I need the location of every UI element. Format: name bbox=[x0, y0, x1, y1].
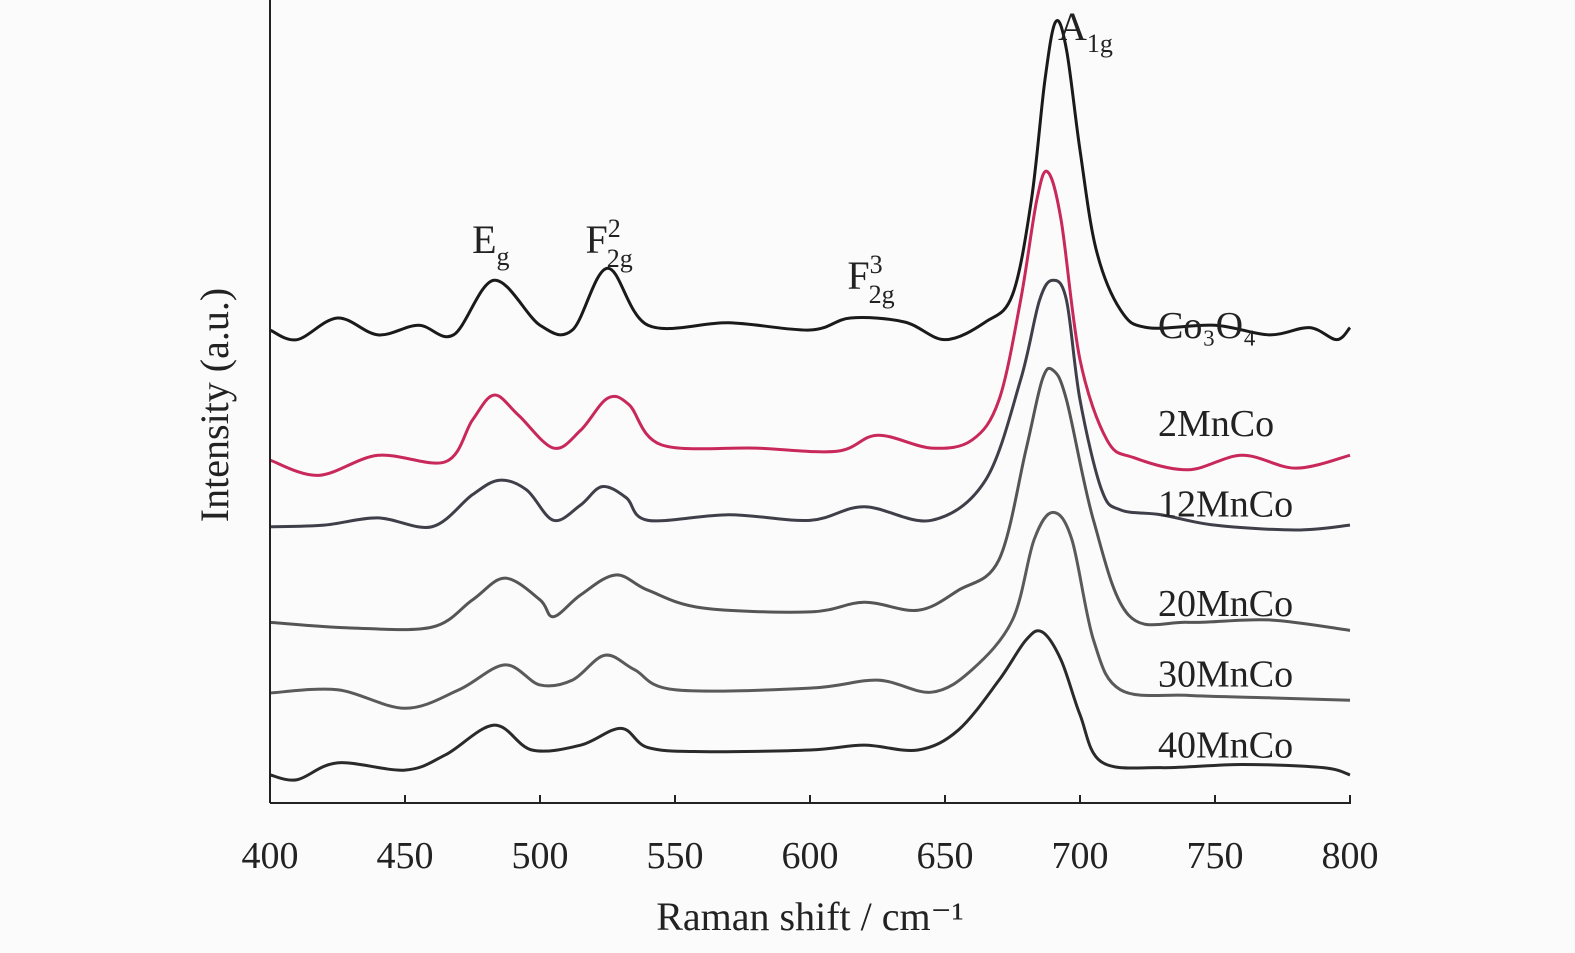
annotation-base: F bbox=[847, 253, 869, 298]
annotation-base: E bbox=[472, 217, 496, 262]
x-tick-label: 500 bbox=[512, 835, 569, 877]
series-label: 2MnCo bbox=[1158, 403, 1274, 445]
y-axis-title: Intensity (a.u.) bbox=[192, 288, 237, 522]
annotation-subscript: 1g bbox=[1087, 29, 1113, 58]
series-label: 40MnCo bbox=[1158, 724, 1293, 766]
x-tick-label: 650 bbox=[917, 835, 974, 877]
series-lines bbox=[269, 19, 1352, 782]
annotation-subscript: 2g bbox=[869, 280, 895, 309]
x-ticks: 400 450 500 550 600 650 700 750 800 bbox=[242, 795, 1379, 877]
annotation-subscript: 2g bbox=[607, 244, 633, 273]
peak-annotation: A1g bbox=[1058, 4, 1113, 58]
x-axis-title: Raman shift / cm⁻¹ bbox=[656, 894, 964, 939]
series-label: 30MnCo bbox=[1158, 654, 1293, 696]
series-line-5 bbox=[269, 629, 1351, 782]
x-tick-label: 750 bbox=[1187, 835, 1244, 877]
x-tick-label: 600 bbox=[782, 835, 839, 877]
annotation-superscript: 3 bbox=[870, 250, 883, 279]
series-label: Co₃O₄ bbox=[1158, 305, 1256, 347]
x-tick-label: 400 bbox=[242, 835, 299, 877]
series-line-1 bbox=[269, 169, 1351, 477]
series-line-2 bbox=[269, 278, 1351, 532]
annotation-base: F bbox=[586, 217, 608, 262]
series-line-4 bbox=[269, 510, 1351, 710]
peak-annotation: F3 2g bbox=[847, 250, 894, 309]
x-tick-label: 550 bbox=[647, 835, 704, 877]
x-tick-label: 450 bbox=[377, 835, 434, 877]
annotation-base: A bbox=[1058, 4, 1087, 49]
x-tick-label: 800 bbox=[1322, 835, 1379, 877]
annotation-superscript: 2 bbox=[608, 214, 621, 243]
series-line-3 bbox=[269, 366, 1351, 632]
annotation-subscript: g bbox=[497, 242, 510, 271]
peak-annotation: F2 2g bbox=[586, 214, 633, 273]
series-labels: Co₃O₄ 2MnCo 12MnCo 20MnCo 30MnCo 40MnCo bbox=[1158, 305, 1293, 766]
x-tick-label: 700 bbox=[1052, 835, 1109, 877]
series-label: 20MnCo bbox=[1158, 583, 1293, 625]
series-label: 12MnCo bbox=[1158, 483, 1293, 525]
peak-annotation: Eg bbox=[472, 217, 509, 271]
series-line-0 bbox=[269, 19, 1352, 342]
